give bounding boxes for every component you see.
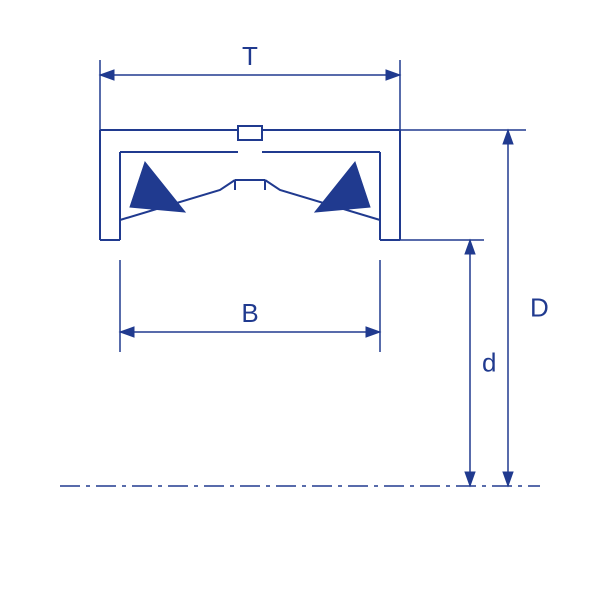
roller-left <box>130 162 185 212</box>
dim-D-label: D <box>530 293 549 323</box>
dim-d-label: d <box>482 348 496 378</box>
dim-B-label: B <box>241 298 258 328</box>
dim-T-label: T <box>242 41 258 71</box>
roller-right <box>315 162 370 212</box>
